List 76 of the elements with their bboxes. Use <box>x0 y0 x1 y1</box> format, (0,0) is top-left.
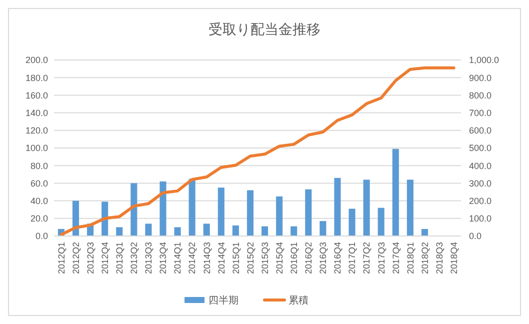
x-tick-label: 2012Q3 <box>85 242 96 274</box>
legend-label: 累積 <box>288 294 308 306</box>
x-tick-label: 2018Q3 <box>434 242 444 274</box>
chart-title: 受取り配当金推移 <box>208 21 320 37</box>
y2-tick-label: 0.0 <box>469 231 482 242</box>
bar <box>160 181 166 236</box>
bar <box>305 189 312 236</box>
bar <box>406 180 414 236</box>
bar <box>378 208 384 236</box>
x-tick-label: 2015Q1 <box>230 242 241 274</box>
bar <box>188 178 196 236</box>
x-tick-label: 2014Q4 <box>216 242 226 274</box>
y2-tick-label: 600.0 <box>469 126 492 136</box>
y2-tick-label: 100.0 <box>469 214 492 224</box>
y2-tick-label: 300.0 <box>469 178 492 188</box>
y2-tick-label: 1,000.0 <box>469 55 500 66</box>
bar <box>232 225 239 236</box>
x-tick-label: 2013Q1 <box>114 242 125 274</box>
y2-tick-label: 900.0 <box>469 72 492 83</box>
y2-tick-label: 400.0 <box>469 160 492 171</box>
bar <box>262 226 268 236</box>
x-tick-label: 2012Q4 <box>100 242 110 274</box>
y2-tick-label: 200.0 <box>469 196 492 206</box>
y-tick-label: 80.0 <box>30 160 48 171</box>
y-tick-label: 160.0 <box>25 90 48 100</box>
legend-label: 四半期 <box>208 294 238 306</box>
y-tick-label: 20.0 <box>30 214 48 224</box>
line-series <box>60 66 456 236</box>
x-tick-label: 2017Q4 <box>390 242 401 274</box>
x-tick-label: 2013Q4 <box>158 242 168 274</box>
y-tick-label: 120.0 <box>25 126 48 136</box>
x-tick-label: 2016Q4 <box>332 242 343 274</box>
x-tick-label: 2016Q1 <box>289 242 299 274</box>
x-tick-label: 2014Q1 <box>172 242 183 274</box>
y2-tick-label: 700.0 <box>469 108 492 118</box>
y-tick-label: 60.0 <box>30 178 48 188</box>
x-tick-label: 2015Q3 <box>260 242 270 274</box>
x-tick-label: 2012Q1 <box>56 242 66 274</box>
x-tick-label: 2016Q2 <box>304 242 314 274</box>
x-tick-label: 2017Q2 <box>362 242 372 274</box>
bar <box>421 228 428 236</box>
x-tick-label: 2016Q3 <box>318 242 328 274</box>
x-tick-label: 2012Q2 <box>70 242 81 274</box>
bar <box>348 208 356 236</box>
y2-tick-label: 500.0 <box>469 143 492 154</box>
bar <box>130 183 138 236</box>
x-tick-label: 2015Q4 <box>274 242 284 274</box>
x-tick-label: 2013Q3 <box>144 242 154 274</box>
x-tick-label: 2018Q4 <box>448 242 459 274</box>
bar <box>203 224 210 236</box>
y2-tick-label: 800.0 <box>469 90 492 100</box>
x-tick-label: 2014Q3 <box>202 242 212 274</box>
bar <box>334 178 341 236</box>
x-tick-label: 2014Q2 <box>187 242 198 274</box>
bar <box>246 190 254 236</box>
y-tick-label: 140.0 <box>25 108 48 118</box>
bar <box>174 227 181 236</box>
x-tick-label: 2013Q2 <box>129 242 140 274</box>
bar <box>320 221 326 236</box>
x-tick-label: 2018Q1 <box>405 242 416 274</box>
y-tick-label: 180.0 <box>25 72 48 83</box>
bar <box>363 180 370 236</box>
y-tick-label: 0.0 <box>35 231 48 242</box>
y-tick-label: 100.0 <box>25 143 48 154</box>
bar <box>218 188 224 236</box>
bar <box>392 148 399 236</box>
y-tick-label: 200.0 <box>25 55 48 66</box>
x-tick-label: 2017Q1 <box>347 242 358 274</box>
bar <box>290 226 298 236</box>
x-tick-label: 2015Q2 <box>245 242 256 274</box>
y-tick-label: 40.0 <box>30 196 48 206</box>
bar <box>276 196 283 236</box>
x-tick-label: 2018Q2 <box>420 242 430 274</box>
x-tick-label: 2017Q3 <box>376 242 386 274</box>
bar <box>145 224 152 236</box>
bar <box>116 227 123 236</box>
